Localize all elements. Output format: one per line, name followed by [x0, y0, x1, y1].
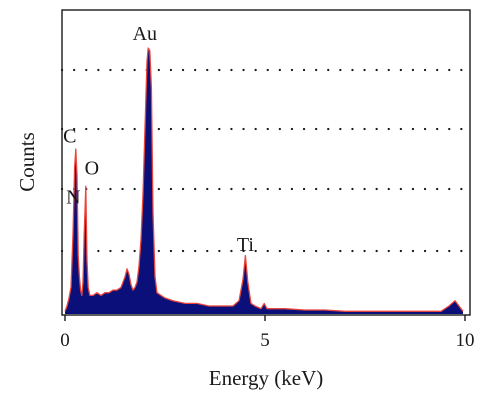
element-annotations: C NO Au Ti	[63, 23, 254, 256]
x-tick-label: 5	[260, 330, 270, 351]
peak-label-ti: Ti	[237, 234, 255, 256]
gridlines	[60, 68, 472, 253]
peak-label-o: O	[85, 157, 99, 179]
plot-area	[64, 47, 464, 314]
spectrum-outline	[64, 47, 464, 312]
peak-label-c: C	[63, 125, 76, 147]
x-axis-label: Energy (keV)	[209, 366, 324, 390]
x-tick-label: 0	[60, 330, 70, 351]
peak-label-n: N	[66, 187, 80, 209]
spectrum-area	[65, 48, 463, 314]
x-tick-label: 10	[456, 330, 475, 351]
plot-frame	[61, 9, 471, 316]
y-axis-label: Counts	[15, 132, 39, 192]
peak-label-au: Au	[133, 23, 157, 45]
x-axis-ticks: 0 5 10	[60, 315, 475, 351]
